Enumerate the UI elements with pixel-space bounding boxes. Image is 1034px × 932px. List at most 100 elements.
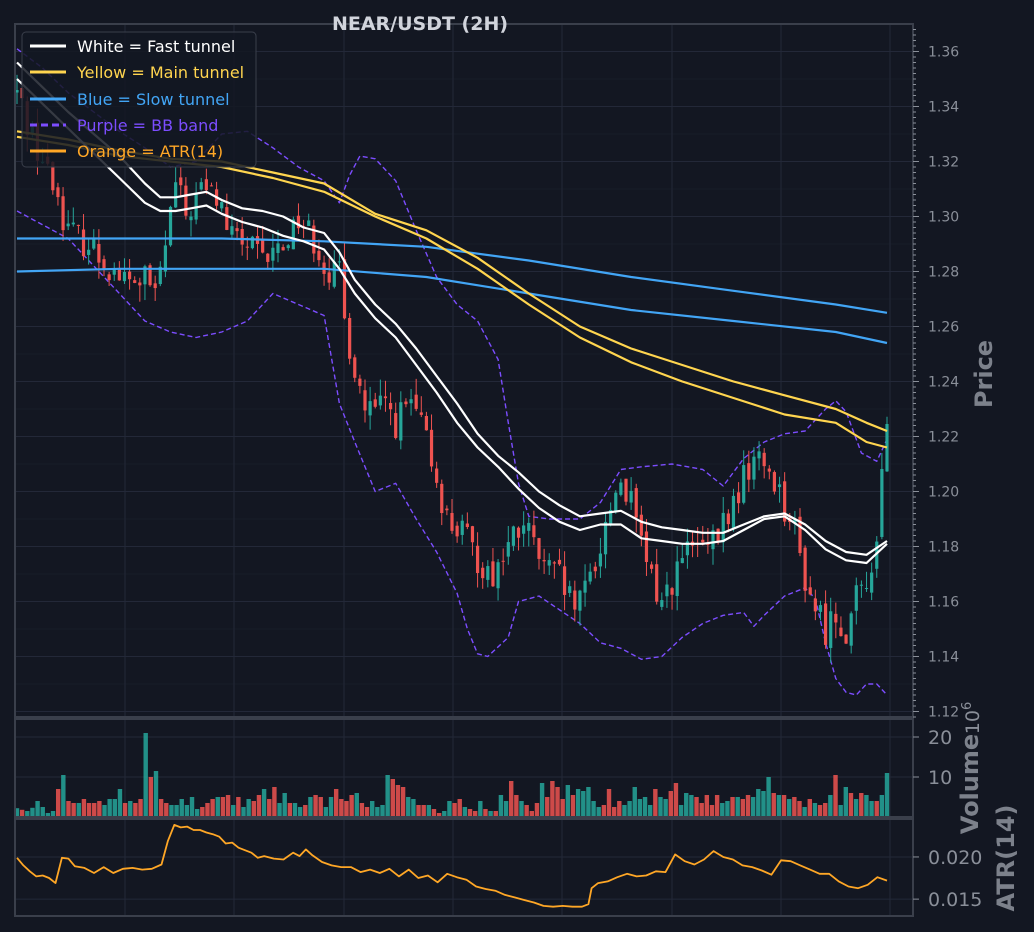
price-tick-label: 1.14 — [928, 650, 959, 666]
candle-body — [767, 468, 771, 472]
volume-bar — [462, 807, 468, 817]
candle-body — [859, 584, 864, 586]
candle-body — [97, 243, 101, 263]
atr-tick-label: 0.020 — [928, 847, 982, 869]
candle-body — [834, 613, 838, 623]
volume-bar — [509, 781, 514, 817]
volume-bar — [611, 807, 617, 817]
candle — [61, 187, 65, 241]
candle-body — [619, 482, 623, 495]
volume-bar — [570, 795, 576, 817]
volume-bar — [740, 799, 746, 817]
volume-bar — [637, 799, 643, 817]
candle — [414, 378, 418, 412]
candle — [307, 213, 311, 227]
candle-body — [117, 267, 121, 281]
volume-bar — [200, 807, 205, 817]
volume-bar — [668, 791, 673, 817]
atr-tick-label: 0.015 — [928, 889, 982, 911]
candle-body — [783, 481, 787, 522]
volume-bar — [601, 805, 607, 817]
volume-bar — [112, 799, 118, 817]
volume-bar — [874, 801, 879, 817]
candle-body — [348, 317, 352, 359]
candle — [619, 478, 623, 497]
candle-body — [818, 605, 823, 612]
candle — [363, 379, 367, 423]
candle — [470, 525, 475, 556]
candle — [511, 525, 516, 551]
candle — [353, 354, 357, 383]
candle-body — [757, 451, 761, 459]
volume-bar — [370, 801, 375, 817]
volume-bar — [158, 799, 164, 817]
candle — [644, 519, 649, 576]
volume-bar — [282, 793, 287, 817]
candle — [419, 396, 423, 418]
candle — [189, 211, 193, 237]
volume-bar — [128, 801, 133, 817]
candle — [455, 521, 459, 543]
candle-body — [419, 412, 423, 415]
candle-body — [460, 520, 464, 535]
candle-body — [537, 538, 541, 559]
candle — [184, 177, 188, 220]
volume-bar — [745, 795, 751, 817]
volume-bar — [246, 799, 251, 817]
candle — [378, 379, 382, 410]
candle — [148, 263, 152, 287]
volume-bar — [231, 805, 236, 817]
candle — [445, 505, 449, 516]
candle — [327, 258, 331, 290]
candle — [752, 447, 756, 490]
candle-body — [107, 274, 111, 281]
volume-bar — [411, 799, 416, 817]
candle — [460, 514, 464, 545]
candle-body — [209, 185, 214, 187]
volume-bar — [25, 811, 30, 817]
candle-body — [71, 222, 75, 225]
candle-body — [235, 228, 239, 232]
candle-body — [593, 566, 597, 572]
candle-body — [655, 564, 659, 602]
candle-body — [440, 483, 444, 514]
candle-body — [143, 266, 147, 285]
volume-bar — [493, 811, 498, 817]
volume-bar — [606, 789, 612, 817]
candle — [383, 380, 388, 412]
candle — [301, 219, 306, 239]
candle — [76, 224, 81, 234]
candle-body — [465, 523, 469, 527]
volume-bar — [97, 801, 102, 817]
volume-bar — [313, 795, 318, 817]
volume-bar — [766, 777, 771, 817]
volume-bar — [35, 801, 40, 817]
volume-bar — [498, 795, 504, 817]
candle-body — [614, 492, 618, 511]
legend-label-bb: Purple = BB band — [77, 116, 218, 135]
candle — [629, 477, 633, 510]
candle-body — [133, 280, 137, 283]
candle — [701, 525, 705, 546]
volume-bar — [730, 797, 735, 817]
volume-bar — [148, 777, 154, 817]
candle — [179, 167, 183, 196]
volume-bar — [236, 797, 241, 817]
candle-body — [291, 219, 295, 250]
candle — [655, 548, 659, 605]
volume-bar — [843, 787, 849, 817]
volume-bar — [416, 805, 421, 817]
candle-body — [373, 399, 377, 407]
candle — [276, 229, 280, 263]
candle-body — [506, 542, 510, 557]
candle-body — [532, 525, 536, 538]
candle-body — [61, 196, 65, 231]
volume-bar — [786, 799, 792, 817]
candle — [506, 525, 510, 565]
candle — [798, 508, 802, 557]
candle — [685, 528, 690, 569]
candle-body — [240, 229, 244, 245]
legend-item-bb: Purple = BB band — [30, 116, 218, 135]
candle-body — [112, 269, 116, 275]
volume-bar — [277, 803, 282, 817]
